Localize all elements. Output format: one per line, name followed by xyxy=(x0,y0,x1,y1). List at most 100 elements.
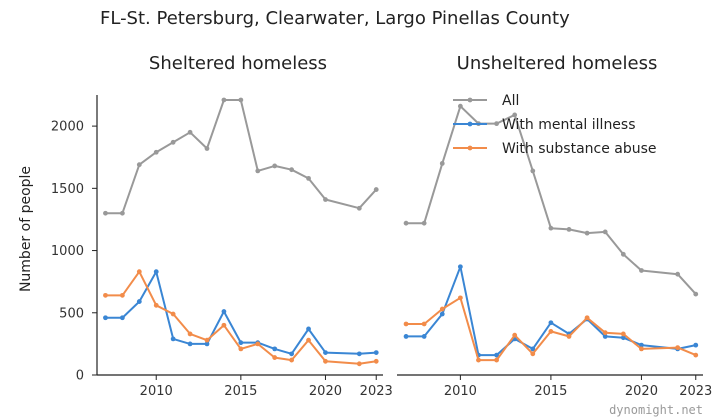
data-point xyxy=(272,346,278,352)
data-point xyxy=(566,334,572,339)
data-point xyxy=(272,355,278,360)
data-point xyxy=(602,330,608,336)
legend: All With mental illness With substance abu… xyxy=(453,93,657,157)
data-point xyxy=(289,351,295,357)
legend-marker xyxy=(467,121,473,127)
x-tick-label: 2010 xyxy=(444,384,477,399)
data-point xyxy=(187,331,193,337)
series-with-mental-illness xyxy=(403,264,699,358)
legend-entry: With mental illness xyxy=(453,117,636,133)
data-point xyxy=(306,337,311,343)
data-point xyxy=(153,269,159,275)
data-point xyxy=(136,299,142,304)
data-point xyxy=(566,227,572,232)
data-point xyxy=(103,315,108,321)
data-point xyxy=(512,332,518,338)
y-tick-label: 0 xyxy=(76,369,84,384)
series-all xyxy=(103,97,379,216)
x-tick-label: 2010 xyxy=(140,384,173,399)
legend-entry: All xyxy=(453,93,519,109)
x-tick-label: 2023 xyxy=(360,384,393,399)
series-line xyxy=(406,265,697,357)
data-point xyxy=(204,341,210,347)
data-point xyxy=(620,331,626,337)
data-point xyxy=(439,311,445,317)
data-point xyxy=(323,350,328,355)
data-point xyxy=(103,210,108,216)
data-point xyxy=(548,225,554,231)
data-point xyxy=(476,357,481,363)
data-point xyxy=(421,321,427,327)
data-point xyxy=(530,168,536,174)
data-point xyxy=(170,139,176,145)
data-point xyxy=(639,346,644,352)
panel-title: Unsheltered homeless xyxy=(457,53,658,74)
data-point xyxy=(238,340,244,346)
data-point xyxy=(323,358,328,364)
data-point xyxy=(512,112,518,118)
data-point xyxy=(136,162,142,168)
x-tick-label: 2015 xyxy=(224,384,257,399)
data-point xyxy=(356,205,362,211)
data-point xyxy=(153,302,159,308)
figure-title: FL-St. Petersburg, Clearwater, Largo Pin… xyxy=(100,8,570,29)
data-point xyxy=(439,161,445,166)
legend-label: With substance abuse xyxy=(502,141,657,157)
data-point xyxy=(119,210,125,216)
data-point xyxy=(306,326,311,332)
series-line xyxy=(406,296,697,362)
panel-2: Unsheltered homeless 2010 2015 2020 2023 xyxy=(397,53,712,399)
x-tick-label: 2020 xyxy=(625,384,658,399)
data-point xyxy=(356,351,362,357)
series-all xyxy=(403,103,699,297)
data-point xyxy=(457,264,463,270)
watermark: dynomight.net xyxy=(609,403,703,417)
y-tick-label: 1000 xyxy=(51,244,84,259)
data-point xyxy=(170,336,176,342)
data-point xyxy=(187,129,193,135)
data-point xyxy=(693,291,699,297)
data-point xyxy=(373,350,379,355)
data-point xyxy=(373,358,379,364)
data-point xyxy=(457,103,463,109)
data-point xyxy=(306,175,311,181)
series-line xyxy=(105,99,377,215)
data-point xyxy=(221,97,227,103)
series-with-substance-abuse xyxy=(403,295,699,363)
data-point xyxy=(421,334,427,339)
x-tick-label: 2023 xyxy=(679,384,712,399)
data-point xyxy=(494,121,499,127)
data-point xyxy=(170,311,176,317)
data-point xyxy=(494,357,499,363)
data-point xyxy=(238,346,244,352)
data-point xyxy=(620,335,626,341)
y-tick-label: 500 xyxy=(59,306,84,321)
data-point xyxy=(323,197,328,202)
series-with-substance-abuse xyxy=(103,269,379,367)
data-point xyxy=(457,295,463,301)
data-point xyxy=(373,187,379,192)
y-tick-label: 1500 xyxy=(51,182,84,197)
data-point xyxy=(602,334,608,339)
data-point xyxy=(238,97,244,103)
x-tick-label: 2015 xyxy=(534,384,567,399)
data-point xyxy=(675,345,681,351)
panel-title: Sheltered homeless xyxy=(149,53,327,74)
legend-label: With mental illness xyxy=(502,117,636,133)
x-tick-label: 2020 xyxy=(309,384,342,399)
data-point xyxy=(136,269,142,275)
data-point xyxy=(530,346,536,352)
data-point xyxy=(289,357,295,363)
data-point xyxy=(403,334,409,339)
data-point xyxy=(103,292,108,298)
data-point xyxy=(221,309,227,314)
y-axis-label: Number of people xyxy=(18,166,34,292)
data-point xyxy=(204,146,210,151)
data-point xyxy=(153,149,159,155)
data-point xyxy=(602,229,608,235)
y-tick-label: 2000 xyxy=(51,120,84,135)
data-point xyxy=(421,220,427,226)
data-point xyxy=(494,352,499,358)
panel-1: Sheltered homeless 2010 2015 2020 2023 0 500 10… xyxy=(51,53,393,399)
